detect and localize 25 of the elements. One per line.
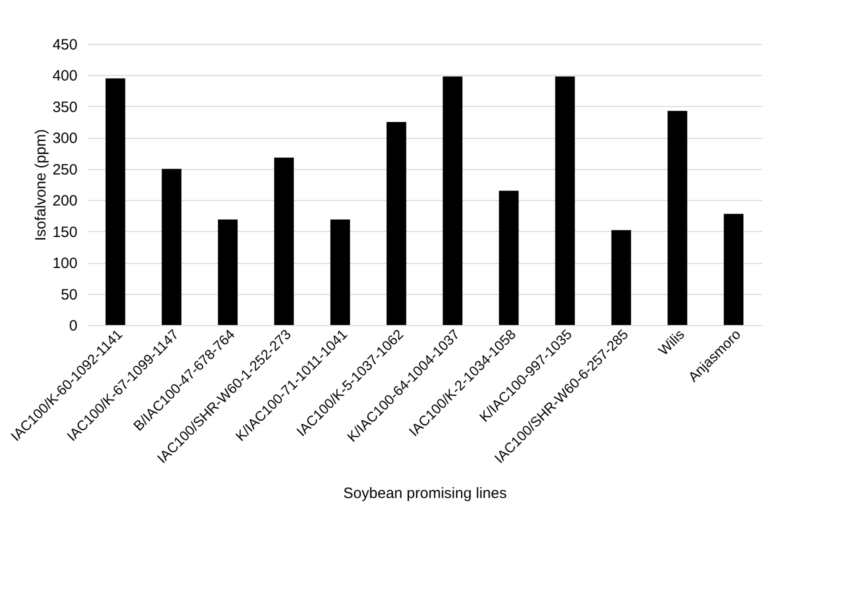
y-tick-label: 50: [60, 286, 78, 304]
y-tick-label: 250: [52, 161, 78, 178]
bar: [555, 76, 575, 325]
bar: [498, 190, 519, 325]
y-tick-label: 300: [52, 130, 78, 148]
bar: [724, 214, 744, 325]
y-tick-label: 450: [52, 36, 78, 54]
y-tick-label: 350: [52, 98, 78, 116]
y-tick-label: 200: [52, 192, 78, 210]
y-tick-label: 150: [52, 224, 78, 241]
bar: [330, 219, 350, 325]
y-axis-title: Isofalvone (ppm): [32, 129, 50, 241]
bar: [274, 158, 294, 325]
x-axis-title: Soybean promising lines: [343, 485, 507, 502]
bar: [442, 76, 462, 325]
bar: [218, 219, 238, 325]
bar: [106, 78, 126, 325]
bar: [668, 110, 688, 325]
x-tick-label: Wilis: [655, 326, 688, 358]
y-tick-label: 400: [52, 68, 78, 85]
y-tick-label: 0: [69, 318, 78, 334]
bar: [162, 168, 182, 325]
bar: [386, 122, 406, 325]
bar: [611, 230, 632, 325]
y-tick-label: 100: [52, 255, 78, 272]
